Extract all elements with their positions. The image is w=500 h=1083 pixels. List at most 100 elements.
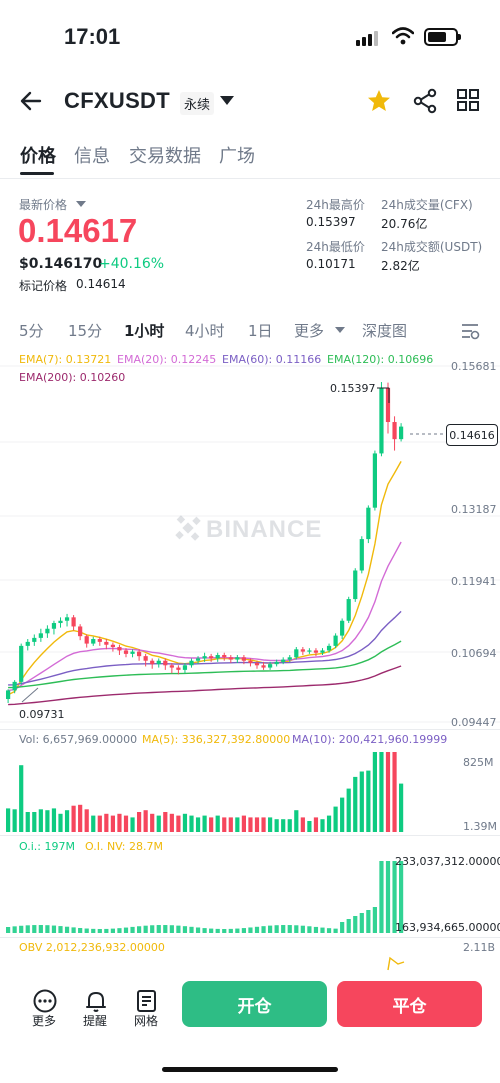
oi-bar [326,928,332,933]
volume-bar [228,817,233,832]
chart-settings-icon[interactable] [460,322,480,340]
candle-body [287,657,292,660]
oi-bar [340,922,345,933]
volume-label: Vol: 6,657,969.00000 [19,733,138,746]
candle-body [64,617,70,621]
oi-bar [176,925,181,933]
oi-bar [228,928,233,933]
candles [6,382,404,703]
back-arrow-icon[interactable] [18,88,44,114]
volume-bar [84,809,89,832]
y-tick-4: 0.10694 [451,647,497,660]
candle-body [71,617,76,627]
oi-bar [261,926,266,933]
volume-divider [0,729,500,730]
grid-menu-icon[interactable] [456,88,480,112]
bell-icon[interactable] [83,988,109,1014]
oi-bar [12,926,17,933]
tab-square[interactable]: 广场 [219,146,255,167]
interval-more[interactable]: 更多 [294,322,325,340]
volume-bar [169,813,174,832]
grid-bot-icon[interactable] [134,988,160,1014]
candle-body [222,655,227,658]
candle-body [78,626,83,637]
oi-nv-label: O.I. NV: 28.7M [85,840,163,853]
candle-body [235,657,240,660]
volume-bar [64,810,70,832]
candle-body [51,623,57,629]
volume-bar [248,817,253,832]
close-position-button[interactable]: 平仓 [337,981,482,1027]
volume-bar [202,815,207,832]
candle-body [91,639,96,644]
candle-body [143,656,148,661]
symbol-dropdown-caret-icon[interactable] [220,96,234,105]
ema120-line [8,640,402,689]
interval-selector: 5分 15分 1小时 4小时 1日 更多 深度图 [0,320,500,344]
more-label[interactable]: 更多 [32,1014,57,1028]
symbol-title[interactable]: CFXUSDT [64,88,170,113]
volume-bar [287,819,292,832]
ema120-label: EMA(120): 0.10696 [327,353,434,366]
oi-bar [123,927,129,933]
ema-lines [7,461,402,706]
candle-body [156,660,161,665]
volume-bar [392,752,397,832]
interval-5m[interactable]: 5分 [19,322,44,340]
battery-icon [424,28,461,46]
open-position-button[interactable]: 开仓 [182,981,327,1027]
more-icon[interactable] [32,988,58,1014]
y-tick-1: 0.15681 [451,360,497,373]
volume-bar [241,815,246,832]
volume-bar [45,810,50,832]
oi-bar [64,926,70,933]
tab-price[interactable]: 价格 [20,146,56,167]
oi-bar [399,861,404,933]
home-indicator [162,1067,338,1072]
candle-body [104,641,109,645]
volume-bar [137,812,142,832]
interval-1h[interactable]: 1小时 [124,322,165,340]
oi-bar [130,926,135,933]
grid-label[interactable]: 网格 [134,1014,159,1028]
oi-bar [117,928,122,933]
volume-bar [385,752,391,832]
interval-4h[interactable]: 4小时 [185,322,225,340]
candle-body [340,620,345,636]
oi-bar [353,916,358,933]
last-price-caret-icon[interactable] [76,201,86,207]
volume-bar [353,776,358,832]
mark-price-label: 标记价格 [19,279,68,293]
volume-bar [340,797,345,832]
tab-trading-data[interactable]: 交易数据 [129,146,201,167]
tab-info[interactable]: 信息 [74,146,110,167]
candle-body [130,651,135,654]
volume-bar [71,805,76,832]
volume-bar [51,808,57,832]
favorite-star-icon[interactable] [366,88,392,114]
more-caret-icon[interactable] [335,327,345,333]
oi-label: O.i.: 197M [19,840,75,853]
ema200-line [8,665,402,706]
depth-chart-tab[interactable]: 深度图 [362,322,408,340]
candle-body [58,620,63,624]
candle-body [163,660,168,666]
candle-body [268,664,273,668]
interval-15m[interactable]: 15分 [68,322,103,340]
candlestick-chart[interactable]: BINANCE 0.15397 0.09731 [0,348,500,730]
wifi-icon [392,27,414,45]
oi-bar [346,919,351,933]
volume-bar [150,813,155,832]
interval-1d[interactable]: 1日 [248,322,273,340]
page-tabs: 价格 信息 交易数据 广场 [20,142,480,175]
oi-bar [248,927,253,933]
volume-tick-bottom: 1.39M [463,820,497,833]
candle-body [366,507,371,540]
candle-body [32,637,37,642]
share-icon[interactable] [412,88,438,114]
candle-body [97,639,102,642]
oi-bar [372,907,377,933]
oi-bar [333,928,338,933]
alert-label[interactable]: 提醒 [83,1014,108,1028]
candle-body [372,453,377,508]
